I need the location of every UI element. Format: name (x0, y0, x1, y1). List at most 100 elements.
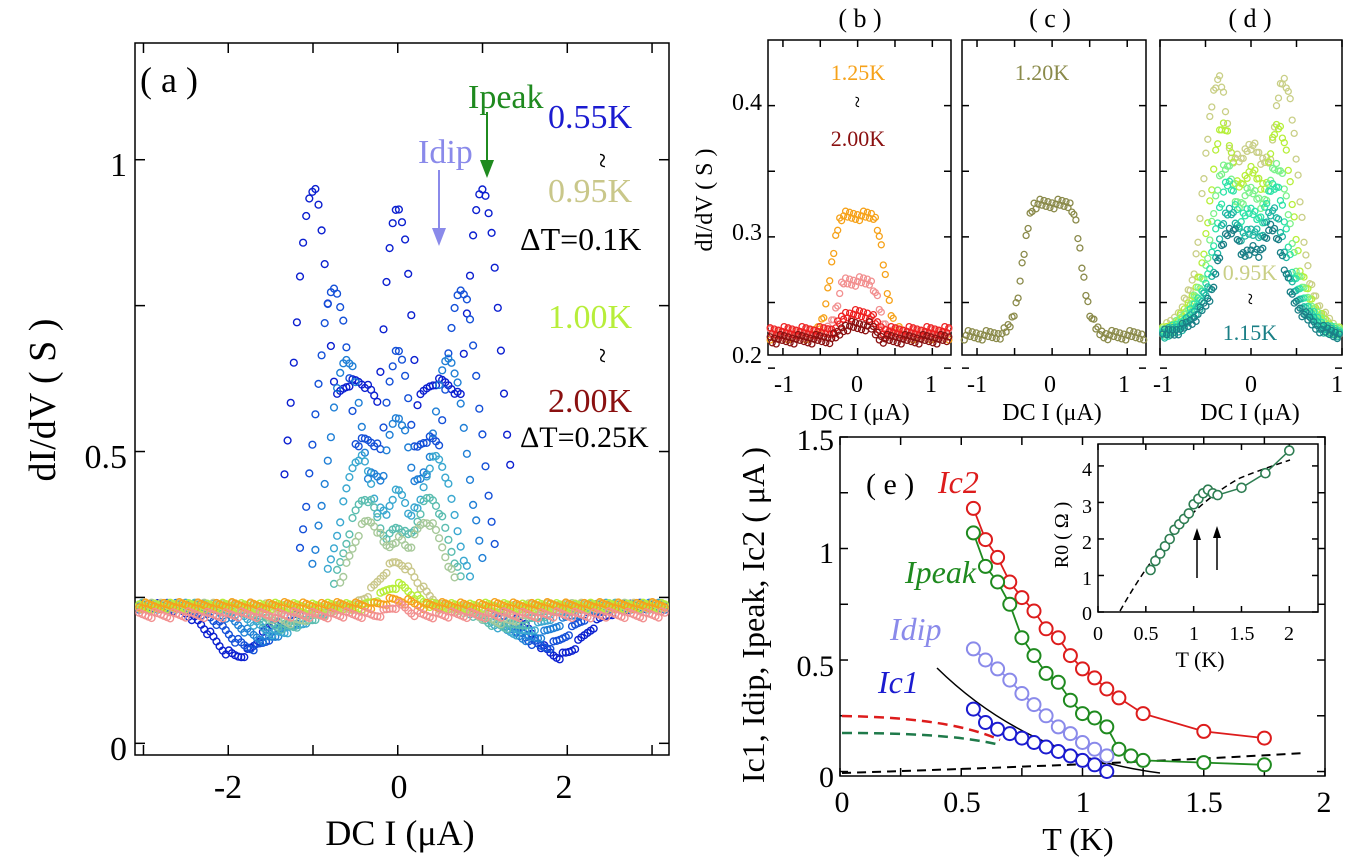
series-2.00K (135, 598, 669, 623)
data-point (1188, 276, 1196, 284)
panel-d-xlabel: DC I (μA) (1200, 400, 1300, 426)
data-point (1075, 735, 1090, 750)
data-point (453, 378, 462, 387)
data-point (839, 327, 848, 336)
data-point (1247, 162, 1255, 171)
data-point (978, 715, 993, 730)
data-point (447, 547, 456, 557)
data-point (638, 614, 648, 623)
data-point (478, 430, 487, 439)
data-point (320, 479, 329, 489)
data-point (1310, 318, 1318, 326)
data-point (839, 315, 848, 323)
panel-b-xtick: 1 (925, 372, 937, 398)
ipeak-annotation: Ipeak (468, 79, 544, 116)
data-point (385, 501, 394, 511)
data-point (1296, 198, 1304, 206)
data-point (965, 525, 981, 541)
data-point (889, 314, 897, 322)
data-point (336, 303, 345, 312)
series-R0 (1145, 445, 1295, 576)
data-point (1265, 180, 1273, 188)
ipeak-arrow-head (480, 160, 494, 178)
data-point (1123, 748, 1139, 764)
inset-frame (1097, 443, 1319, 613)
data-point (1062, 748, 1078, 764)
data-point (431, 501, 441, 511)
data-point (1284, 445, 1295, 456)
data-point (147, 613, 156, 623)
data-point (1198, 189, 1206, 198)
data-point (382, 398, 391, 407)
data-point (1026, 697, 1042, 713)
data-point (320, 319, 329, 328)
data-point (1206, 197, 1214, 205)
data-point (506, 460, 515, 469)
data-point (1282, 146, 1290, 154)
data-point (339, 572, 348, 582)
data-point (549, 613, 558, 622)
data-point (1272, 159, 1281, 168)
data-point (465, 475, 475, 485)
data-point (360, 457, 370, 466)
data-point (1229, 208, 1237, 217)
data-point (1050, 744, 1066, 759)
data-point (354, 398, 363, 407)
data-point (1202, 149, 1210, 157)
data-point (1038, 739, 1054, 755)
data-point (1212, 489, 1223, 501)
panel-a: ( a ) -2 0 2 0 0.5 1 DC I (μA) dI/dV ( S… (22, 42, 670, 853)
data-point (1292, 235, 1300, 244)
data-point (1050, 630, 1066, 646)
data-point (181, 613, 190, 622)
data-point (1290, 299, 1298, 307)
data-point (1062, 692, 1078, 708)
panel-a-ytick: 0.5 (85, 439, 128, 476)
data-point (438, 416, 447, 425)
inset-ytick: 2 (1082, 532, 1092, 554)
data-point (311, 184, 320, 194)
data-point (478, 185, 487, 194)
data-point (1194, 310, 1202, 319)
data-point (1087, 757, 1103, 773)
data-point (1204, 135, 1212, 143)
data-point (841, 274, 850, 282)
data-point (373, 509, 382, 518)
data-point (1282, 253, 1290, 262)
data-point (1278, 169, 1287, 178)
data-point (1261, 203, 1269, 211)
panel-e-ylabel: Ic1, Idip, Ipeak, Ic2 ( μA ) (735, 447, 771, 783)
data-point (1298, 213, 1306, 222)
data-point (376, 612, 385, 621)
data-point (1072, 216, 1080, 224)
data-point (1294, 306, 1302, 314)
ic1-legend: Ic1 (877, 664, 919, 700)
data-point (484, 491, 493, 500)
data-point (1082, 291, 1090, 300)
data-point (407, 420, 416, 430)
data-point (533, 614, 543, 623)
data-point (388, 219, 397, 228)
data-point (329, 544, 339, 553)
data-point (425, 464, 434, 473)
data-point (530, 626, 540, 635)
data-point (1223, 127, 1232, 135)
data-point (438, 366, 447, 375)
data-point (1229, 187, 1237, 195)
data-point (472, 206, 481, 215)
data-point (1200, 289, 1208, 297)
data-point (1270, 204, 1279, 212)
data-point (462, 561, 472, 570)
panel-a-ytick: 0 (110, 731, 127, 768)
data-point (280, 470, 289, 479)
data-point (1159, 540, 1171, 552)
data-point (1331, 328, 1339, 337)
data-point (1284, 274, 1292, 282)
data-point (323, 564, 332, 573)
data-point (413, 401, 422, 410)
data-point (1302, 251, 1310, 259)
ic2-legend: Ic2 (937, 464, 979, 500)
data-point (990, 574, 1006, 590)
data-point (404, 394, 413, 403)
data-point (382, 277, 391, 287)
